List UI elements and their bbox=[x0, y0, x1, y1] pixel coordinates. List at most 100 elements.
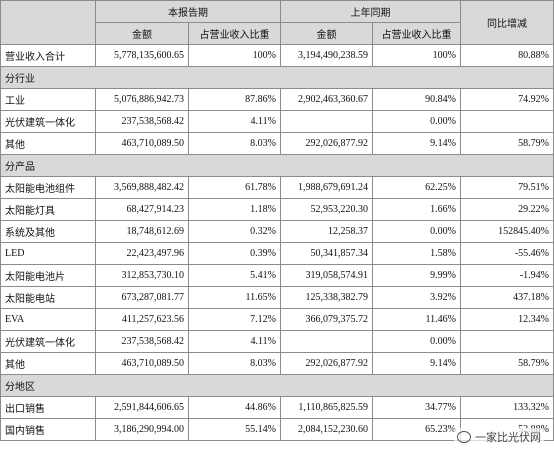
data-row: 太阳能电站 673,287,081.77 11.65% 125,338,382.79 3… bbox=[0, 286, 554, 309]
data-row: 光伏建筑一体化 237,538,568.42 4.11% 0.00% bbox=[0, 110, 554, 133]
data-row: 其他 463,710,089.50 8.03% 292,026,877.92 9.14%… bbox=[0, 352, 554, 375]
row-label: 其他 bbox=[0, 132, 96, 155]
cell: 7.12% bbox=[188, 308, 281, 331]
cell: 312,853,730.10 bbox=[95, 264, 189, 287]
cell: 34.77% bbox=[372, 396, 461, 419]
column-header: 金额 bbox=[95, 22, 189, 45]
data-row: LED 22,423,497.96 0.39% 50,341,857.34 1.58% -… bbox=[0, 242, 554, 265]
cell: 90.84% bbox=[372, 88, 461, 111]
cell: 4.11% bbox=[188, 330, 281, 353]
row-label: 光伏建筑一体化 bbox=[0, 110, 96, 133]
cell: 1.66% bbox=[372, 198, 461, 221]
cell: 68,427,914.23 bbox=[95, 198, 189, 221]
data-row: 工业 5,076,886,942.73 87.86% 2,902,463,360.67… bbox=[0, 88, 554, 111]
cell: 9.14% bbox=[372, 352, 461, 375]
group-header: 上年同期 bbox=[280, 0, 461, 23]
cell: 9.99% bbox=[372, 264, 461, 287]
cell: 58.79% bbox=[460, 352, 554, 375]
row-label: 太阳能电池片 bbox=[0, 264, 96, 287]
cell: 673,287,081.77 bbox=[95, 286, 189, 309]
cell: 79.51% bbox=[460, 176, 554, 199]
cell: -55.46% bbox=[460, 242, 554, 265]
cell: 3,569,888,482.42 bbox=[95, 176, 189, 199]
cell: 1,988,679,691.24 bbox=[280, 176, 373, 199]
section-row: 分地区 bbox=[0, 374, 554, 397]
cell: 8.03% bbox=[188, 352, 281, 375]
row-label: 营业收入合计 bbox=[0, 44, 96, 67]
cell: 87.86% bbox=[188, 88, 281, 111]
column-header: 占营业收入比重 bbox=[372, 22, 461, 45]
data-row: 营业收入合计 5,778,135,600.65 100% 3,194,490,238.… bbox=[0, 44, 554, 67]
data-row: 太阳能电池组件 3,569,888,482.42 61.78% 1,988,679,6… bbox=[0, 176, 554, 199]
cell bbox=[280, 330, 373, 353]
row-label: 出口销售 bbox=[0, 396, 96, 419]
data-row: 系统及其他 18,748,612.69 0.32% 12,258.37 0.00% 152… bbox=[0, 220, 554, 243]
data-row: 其他 463,710,089.50 8.03% 292,026,877.92 9.14%… bbox=[0, 132, 554, 155]
cell: 11.46% bbox=[372, 308, 461, 331]
cell: 55.14% bbox=[188, 418, 281, 441]
cell: 74.92% bbox=[460, 88, 554, 111]
row-label: 系统及其他 bbox=[0, 220, 96, 243]
cell: 366,079,375.72 bbox=[280, 308, 373, 331]
cell: 1,110,865,825.59 bbox=[280, 396, 373, 419]
cell: 5.41% bbox=[188, 264, 281, 287]
row-label: 太阳能电站 bbox=[0, 286, 96, 309]
cell: 1.58% bbox=[372, 242, 461, 265]
data-row: 国内销售 3,186,290,994.00 55.14% 2,084,152,230.… bbox=[0, 418, 554, 441]
column-header: 占营业收入比重 bbox=[188, 22, 281, 45]
cell: 2,902,463,360.67 bbox=[280, 88, 373, 111]
cell: 62.25% bbox=[372, 176, 461, 199]
revenue-table: 本报告期 上年同期 同比增减 金额 占营业收入比重 金额 占营业收入比重 营业收… bbox=[0, 0, 554, 441]
cell: 133.32% bbox=[460, 396, 554, 419]
cell: 61.78% bbox=[188, 176, 281, 199]
cell: 4.11% bbox=[188, 110, 281, 133]
cell: 52,953,220.30 bbox=[280, 198, 373, 221]
section-label: 分行业 bbox=[0, 66, 554, 89]
data-row: EVA 411,257,623.56 7.12% 366,079,375.72 11.4… bbox=[0, 308, 554, 331]
section-row: 分行业 bbox=[0, 66, 554, 89]
cell: 1.18% bbox=[188, 198, 281, 221]
cell: 3,186,290,994.00 bbox=[95, 418, 189, 441]
cell: 0.00% bbox=[372, 330, 461, 353]
column-header: 金额 bbox=[280, 22, 373, 45]
row-label: LED bbox=[0, 242, 96, 265]
cell: 0.39% bbox=[188, 242, 281, 265]
table-body: 营业收入合计 5,778,135,600.65 100% 3,194,490,238.… bbox=[0, 44, 554, 441]
cell: 9.14% bbox=[372, 132, 461, 155]
data-row: 光伏建筑一体化 237,538,568.42 4.11% 0.00% bbox=[0, 330, 554, 353]
cell: 5,778,135,600.65 bbox=[95, 44, 189, 67]
cell: 319,058,574.91 bbox=[280, 264, 373, 287]
cell: 237,538,568.42 bbox=[95, 110, 189, 133]
cell: 0.32% bbox=[188, 220, 281, 243]
cell: 0.00% bbox=[372, 220, 461, 243]
cell: 411,257,623.56 bbox=[95, 308, 189, 331]
cell: 5,076,886,942.73 bbox=[95, 88, 189, 111]
section-label: 分产品 bbox=[0, 154, 554, 177]
cell: 3,194,490,238.59 bbox=[280, 44, 373, 67]
row-label: 工业 bbox=[0, 88, 96, 111]
row-label: 太阳能灯具 bbox=[0, 198, 96, 221]
row-label: EVA bbox=[0, 308, 96, 331]
row-label: 光伏建筑一体化 bbox=[0, 330, 96, 353]
group-header: 本报告期 bbox=[95, 0, 281, 23]
cell: 22,423,497.96 bbox=[95, 242, 189, 265]
cell: 100% bbox=[188, 44, 281, 67]
cell: 12.34% bbox=[460, 308, 554, 331]
cell: 3.92% bbox=[372, 286, 461, 309]
row-label: 太阳能电池组件 bbox=[0, 176, 96, 199]
cell: 292,026,877.92 bbox=[280, 132, 373, 155]
cell bbox=[460, 330, 554, 353]
cell: 437.18% bbox=[460, 286, 554, 309]
cell: 80.88% bbox=[460, 44, 554, 67]
section-row: 分产品 bbox=[0, 154, 554, 177]
cell: 463,710,089.50 bbox=[95, 352, 189, 375]
cell: 44.86% bbox=[188, 396, 281, 419]
cell: 463,710,089.50 bbox=[95, 132, 189, 155]
cell: 125,338,382.79 bbox=[280, 286, 373, 309]
cell: 152845.40% bbox=[460, 220, 554, 243]
header-blank bbox=[0, 0, 96, 45]
cell: 58.79% bbox=[460, 132, 554, 155]
cell: 11.65% bbox=[188, 286, 281, 309]
data-row: 出口销售 2,591,844,606.65 44.86% 1,110,865,825.… bbox=[0, 396, 554, 419]
